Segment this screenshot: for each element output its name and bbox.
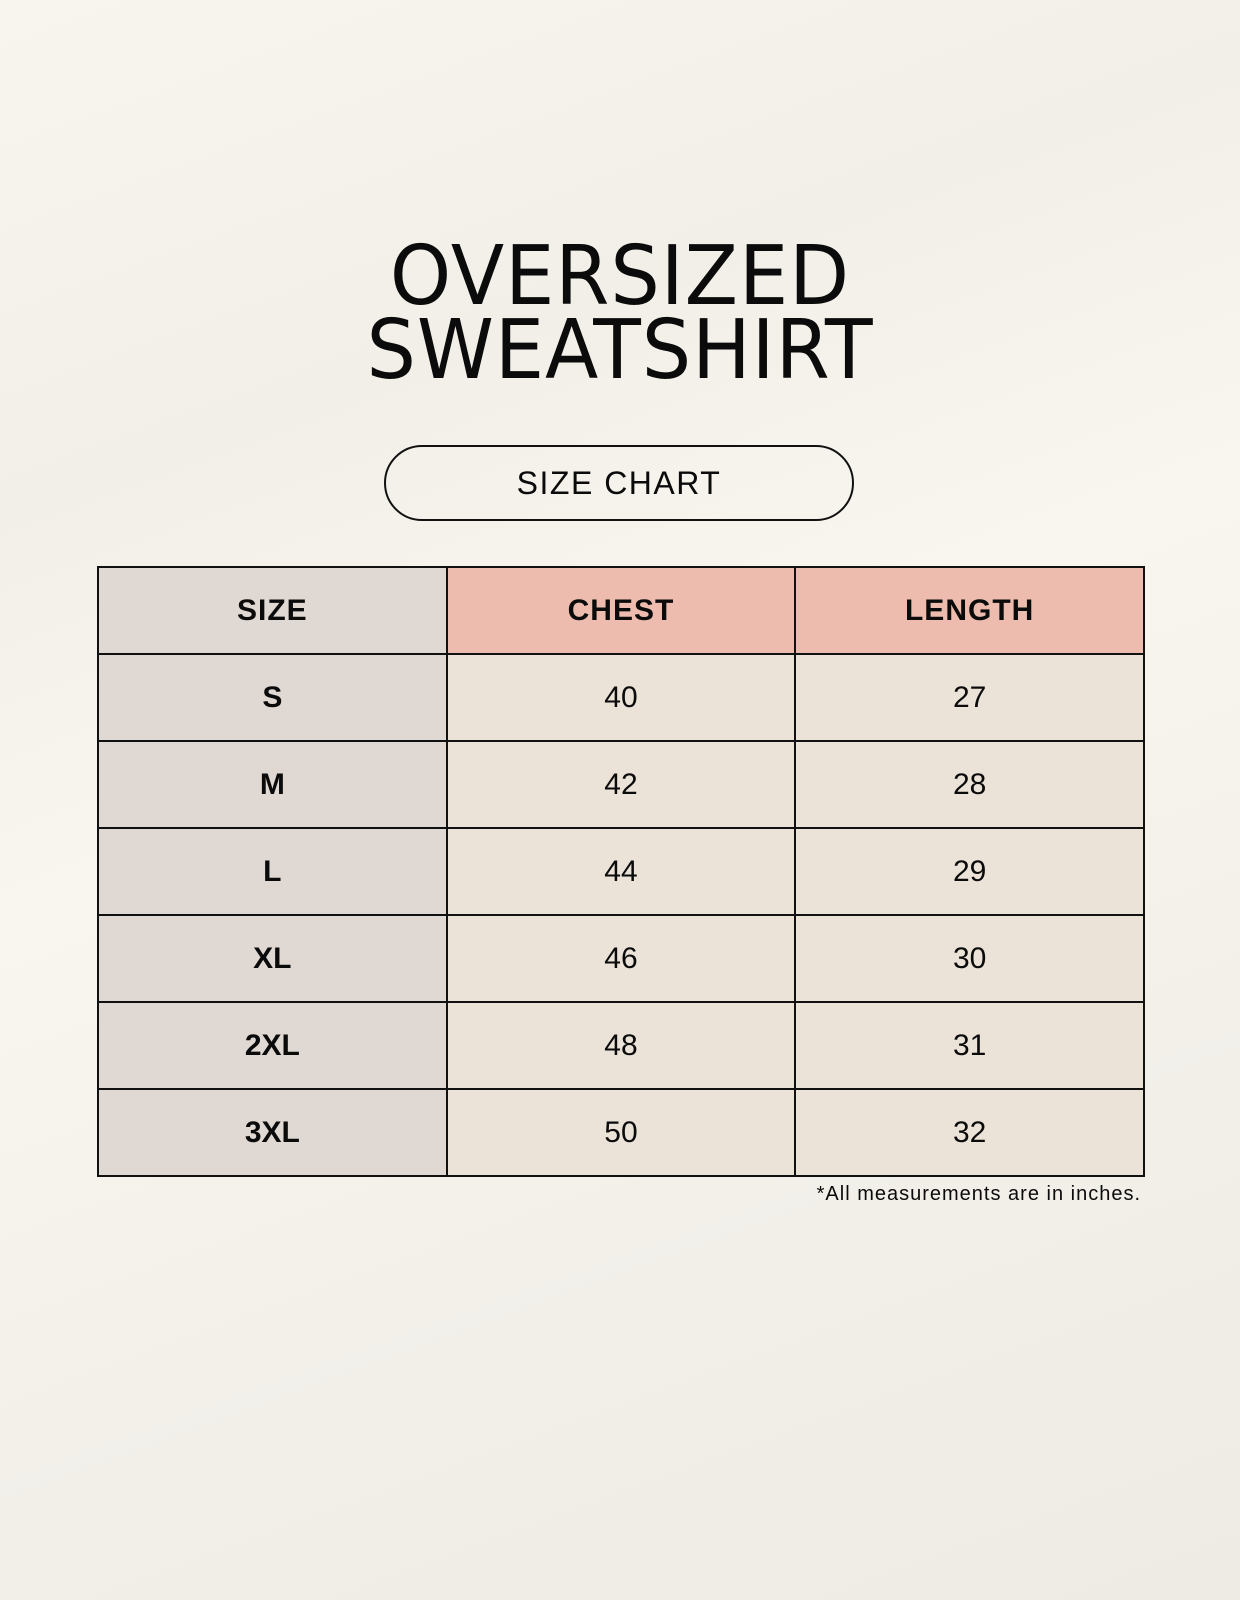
cell-size: L bbox=[97, 827, 448, 916]
page-title: OVERSIZED SWEATSHIRT bbox=[31, 229, 1209, 398]
cell-length: 30 bbox=[794, 914, 1145, 1003]
table-row: 2XL 48 31 bbox=[97, 1001, 1145, 1090]
table-row: XL 46 30 bbox=[97, 914, 1145, 1003]
cell-length: 31 bbox=[794, 1001, 1145, 1090]
cell-size: XL bbox=[97, 914, 448, 1003]
header-length: LENGTH bbox=[794, 566, 1145, 655]
cell-chest: 44 bbox=[445, 827, 797, 916]
cell-chest: 48 bbox=[445, 1001, 797, 1090]
header-size: SIZE bbox=[97, 566, 448, 655]
cell-length: 32 bbox=[794, 1088, 1145, 1177]
cell-size: 2XL bbox=[97, 1001, 448, 1090]
cell-chest: 40 bbox=[445, 653, 797, 742]
cell-length: 27 bbox=[794, 653, 1145, 742]
cell-chest: 46 bbox=[445, 914, 797, 1003]
cell-chest: 50 bbox=[445, 1088, 797, 1177]
size-table: SIZE CHEST LENGTH S 40 27 M 42 28 L 44 29 XL 46 30 2… bbox=[97, 566, 1145, 1177]
header-row: SIZE CHEST LENGTH bbox=[97, 566, 1145, 655]
cell-size: M bbox=[97, 740, 448, 829]
table-row: S 40 27 bbox=[97, 653, 1145, 742]
title-line-2: SWEATSHIRT bbox=[366, 303, 874, 398]
title-line-1: OVERSIZED bbox=[389, 229, 851, 324]
table-row: 3XL 50 32 bbox=[97, 1088, 1145, 1177]
table-row: L 44 29 bbox=[97, 827, 1145, 916]
table-row: M 42 28 bbox=[97, 740, 1145, 829]
size-chart-badge: SIZE CHART bbox=[384, 445, 854, 521]
footnote: *All measurements are in inches. bbox=[816, 1183, 1141, 1205]
cell-length: 29 bbox=[794, 827, 1145, 916]
cell-size: 3XL bbox=[97, 1088, 448, 1177]
cell-length: 28 bbox=[794, 740, 1145, 829]
header-chest: CHEST bbox=[445, 566, 797, 655]
cell-size: S bbox=[97, 653, 448, 742]
cell-chest: 42 bbox=[445, 740, 797, 829]
